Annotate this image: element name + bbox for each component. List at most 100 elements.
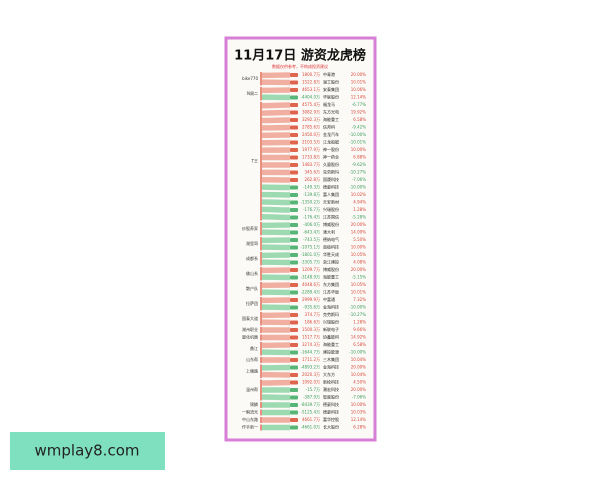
row-badge — [290, 111, 298, 115]
change: 12.14% — [351, 95, 366, 100]
amount: -4893.2万 — [301, 365, 320, 370]
change: 5.50% — [353, 237, 366, 242]
stock-name: 湖工股份 — [323, 79, 339, 85]
row-badge — [290, 216, 298, 220]
change: 6.58% — [353, 342, 366, 347]
change: -6.77% — [352, 102, 366, 107]
amount: 1733.8万 — [302, 155, 320, 160]
change: 7.32% — [353, 297, 366, 302]
change: -10.00% — [349, 132, 366, 137]
change: 10.05% — [351, 252, 366, 257]
stock-name: 海能重工 — [323, 274, 339, 280]
group-label: 上塘路 — [246, 367, 258, 373]
change: 10.04% — [351, 372, 366, 377]
change: 6.28% — [353, 425, 366, 430]
group-label: T王 — [251, 158, 258, 163]
stock-name: 长大股份 — [323, 424, 339, 430]
amount: -1644.7万 — [301, 350, 320, 355]
amount: 3274.3万 — [302, 342, 320, 347]
amount: 4048.6万 — [302, 282, 320, 287]
stock-name: 智度股份 — [323, 394, 339, 400]
change: 14.09% — [351, 230, 366, 235]
flow — [262, 217, 290, 218]
stock-name: 天安新材 — [323, 199, 339, 205]
stock-name: 中富通 — [323, 296, 335, 302]
group-label: 成都系 — [246, 255, 258, 261]
stock-name: 协鑫能科 — [323, 334, 339, 340]
amount: -139.8万 — [303, 192, 320, 197]
row-badge — [290, 231, 298, 235]
group-node — [260, 267, 262, 281]
change: 10.04% — [351, 357, 366, 362]
change: -5.28% — [352, 215, 366, 220]
stock-name: 华联股份 — [323, 94, 339, 100]
group-label: 山东帮 — [246, 356, 258, 362]
row-badge — [290, 171, 298, 175]
row-badge — [290, 201, 298, 205]
group-node — [260, 410, 262, 416]
row-badge — [290, 351, 298, 355]
stock-name: 兴瑞股份 — [323, 206, 339, 212]
stock-name: 国晟科技 — [323, 176, 339, 182]
group-label: 温州帮 — [246, 386, 258, 392]
change: -10.00% — [349, 185, 366, 190]
amount: -3305.7万 — [301, 260, 320, 265]
group-node — [260, 327, 262, 333]
stock-name: 澳大利 — [323, 229, 335, 235]
stock-name: 富人集团 — [323, 191, 339, 197]
group-node — [260, 72, 262, 86]
amount: 3082.9万 — [302, 110, 320, 115]
watermark: wmplay8.com — [35, 442, 140, 460]
group-node — [260, 312, 262, 326]
stock-name: 江苏华辰 — [323, 289, 339, 295]
row-badge — [290, 396, 298, 400]
change: 1.28% — [353, 207, 366, 212]
stock-name: 海能重工 — [323, 116, 339, 122]
change: 10.01% — [351, 290, 366, 295]
stock-name: 海能重工 — [323, 341, 339, 347]
stock-name: 神一股份 — [323, 146, 339, 152]
group-node — [260, 425, 262, 431]
change: 20.00% — [351, 387, 366, 392]
group-node — [260, 87, 262, 101]
flow — [262, 105, 290, 106]
stock-name: 金海科技 — [323, 364, 339, 370]
group-label: bike770 — [242, 76, 258, 81]
amount: 2020.3万 — [302, 372, 320, 377]
change: -9.42% — [352, 125, 366, 130]
row-badge — [290, 186, 298, 190]
row-badge — [290, 418, 298, 422]
amount: 345.6万 — [305, 170, 320, 175]
change: -9.62% — [352, 162, 366, 167]
stock-name: 兴瑞股份 — [323, 319, 339, 325]
change: 10.05% — [351, 282, 366, 287]
change: 20.00% — [351, 365, 366, 370]
amount: -15.7万 — [306, 387, 320, 392]
change: 10.00% — [351, 402, 366, 407]
change: -5.15% — [352, 275, 366, 280]
amount: 1483.7万 — [302, 162, 320, 167]
stock-name: 南极科技 — [323, 244, 339, 250]
stock-name: 建投能源 — [323, 349, 339, 355]
amount: -4661.0万 — [301, 425, 320, 430]
change: 20.00% — [351, 267, 366, 272]
amount: -1350.2万 — [301, 200, 320, 205]
row-badge — [290, 388, 298, 392]
stock-name: 东方光电 — [323, 109, 339, 115]
group-label: 锦鳞 — [250, 401, 258, 407]
stock-name: 三木集团 — [323, 356, 339, 362]
row-badge — [290, 261, 298, 265]
row-badge — [290, 141, 298, 145]
amount: -387.9万 — [303, 395, 320, 400]
group-node — [260, 357, 262, 363]
stock-name: 新联电子 — [323, 326, 339, 332]
group-label: 量化机器 — [242, 334, 258, 340]
amount: 1711.2万 — [302, 357, 320, 362]
change: -7.06% — [352, 395, 366, 400]
stock-name: 德豪科技 — [323, 409, 339, 415]
change: 4.08% — [353, 260, 366, 265]
group-node — [260, 380, 262, 401]
row-badge — [290, 163, 298, 167]
amount: 262.8万 — [305, 177, 320, 182]
